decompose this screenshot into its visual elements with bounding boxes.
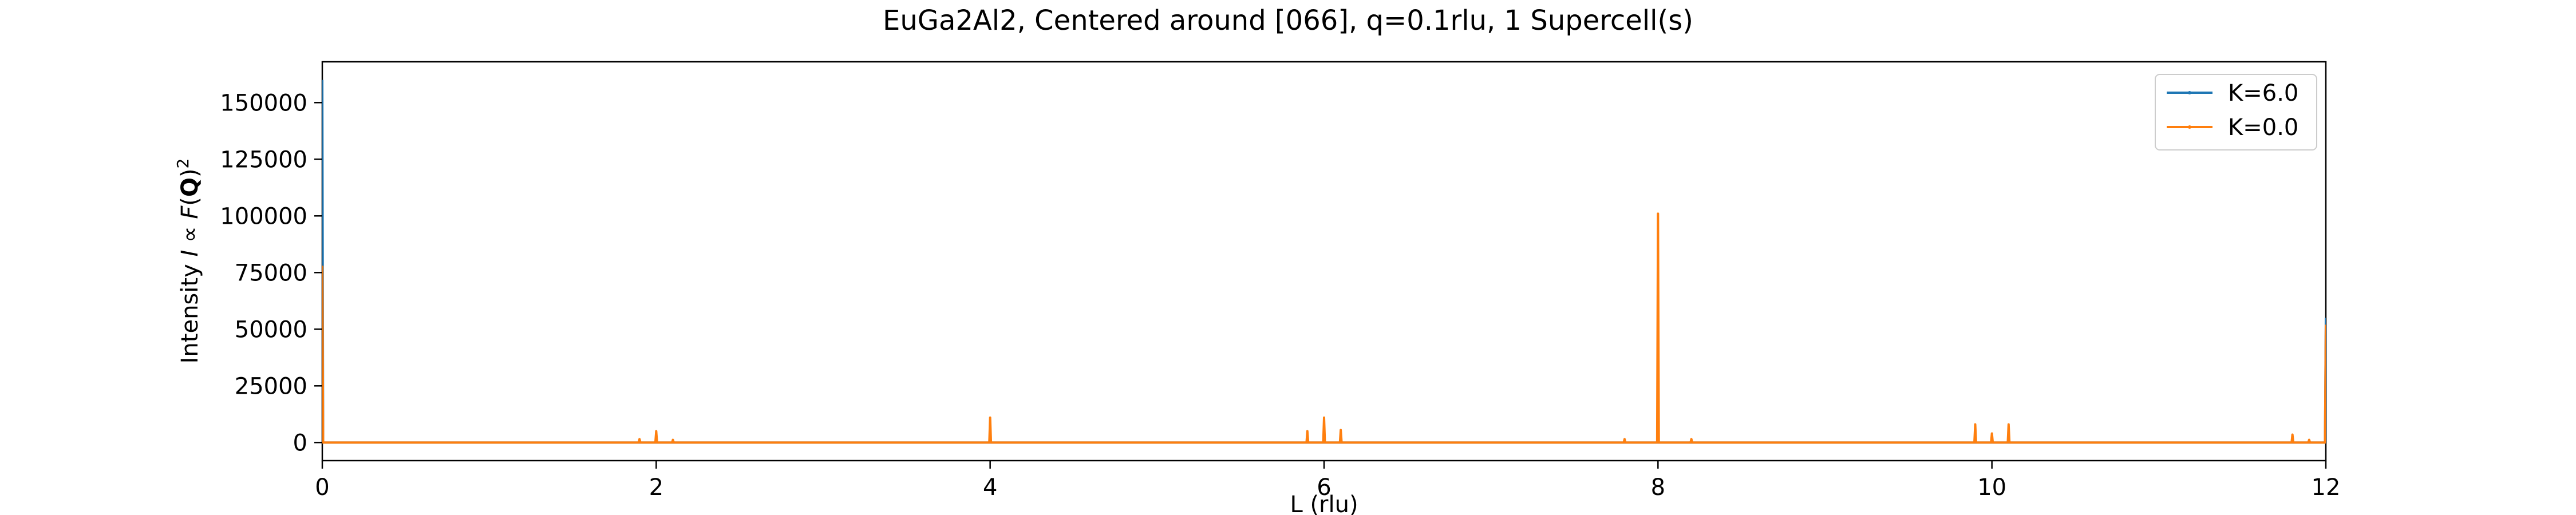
y-axis-label-close: )	[177, 168, 203, 177]
y-tick-label: 75000	[235, 260, 307, 286]
y-tick-label: 125000	[220, 146, 307, 173]
y-axis-label-q: Q	[177, 177, 203, 197]
x-tick-label: 6	[1317, 474, 1331, 501]
legend-label: K=6.0	[2228, 80, 2298, 106]
y-axis-label-propto: ∝	[177, 219, 203, 250]
series-line-1	[322, 212, 2326, 444]
x-axis-label: L (rlu)	[1290, 492, 1358, 515]
y-axis: 0 25000 50000 75000 100000 125000 150000	[220, 90, 322, 456]
y-tick-label: 0	[293, 430, 307, 456]
x-axis: 0 2 4 6 8 10 12	[315, 461, 2340, 501]
y-axis-label: Intensity I ∝ F(Q)2	[173, 159, 203, 364]
legend-label: K=0.0	[2228, 114, 2298, 141]
y-axis-label-prefix: Intensity	[177, 257, 203, 364]
series-layer	[322, 80, 2326, 444]
x-tick-label: 10	[1977, 474, 2006, 501]
plot-area: 0 2 4 6 8 10 12 0 25000 50000 75000 100000 125000 15…	[220, 61, 2340, 501]
legend-marker	[2188, 91, 2191, 94]
y-axis-label-f: F	[177, 205, 203, 219]
y-axis-label-open: (	[177, 197, 203, 206]
x-tick-label: 12	[2312, 474, 2341, 501]
legend-marker	[2188, 125, 2191, 129]
y-axis-label-i: I	[177, 250, 203, 257]
legend-items: K=6.0 K=0.0	[2167, 80, 2298, 141]
y-tick-label: 150000	[220, 90, 307, 116]
y-tick-label: 50000	[235, 316, 307, 343]
chart-title: EuGa2Al2, Centered around [066], q=0.1rl…	[883, 5, 1693, 37]
y-tick-label: 25000	[235, 373, 307, 399]
x-tick-label: 2	[649, 474, 663, 501]
x-tick-label: 8	[1651, 474, 1665, 501]
legend: K=6.0 K=0.0	[2155, 74, 2317, 150]
y-tick-label: 100000	[220, 203, 307, 229]
y-axis-label-power: 2	[173, 159, 192, 169]
x-tick-label: 4	[983, 474, 997, 501]
x-tick-label: 0	[315, 474, 329, 501]
